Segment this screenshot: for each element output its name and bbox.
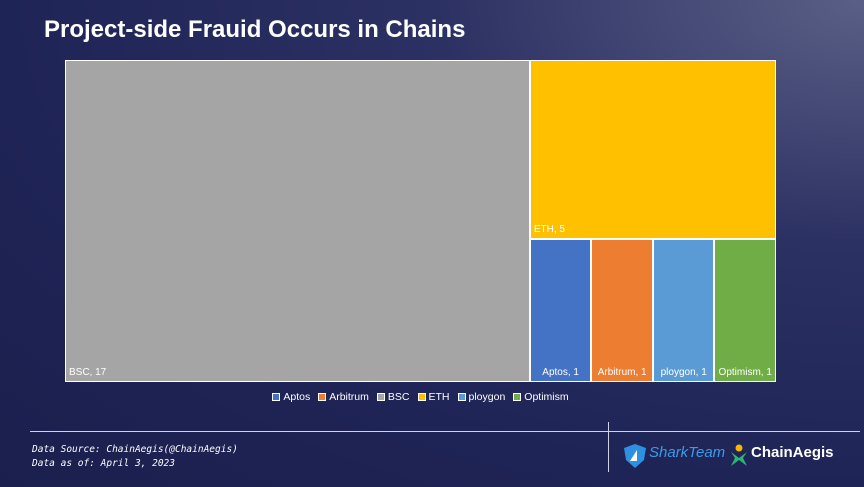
- legend-swatch: [513, 393, 522, 401]
- data-label: Optimism, 1: [718, 366, 772, 378]
- data-label: BSC, 17: [69, 367, 107, 378]
- tile: Arbitrum, 1: [591, 238, 653, 382]
- tile: Optimism, 1: [714, 238, 776, 382]
- sharkteam-icon: [624, 444, 646, 468]
- legend-item: Optimism: [513, 391, 569, 403]
- treemap: BSC, 17 ETH, 5 Aptos, 1 Arbitrum, 1 ploygon,…: [65, 60, 776, 382]
- tile: Aptos, 1: [529, 238, 592, 382]
- source-note: Data Source: ChainAegis(@ChainAegis): [32, 444, 238, 455]
- legend-label: ETH: [428, 391, 450, 403]
- legend-item: Aptos: [272, 391, 310, 403]
- legend-label: Optimism: [524, 391, 569, 403]
- tile: BSC, 17: [65, 60, 530, 382]
- chainaegis-icon: [731, 444, 747, 466]
- legend-label: BSC: [387, 391, 410, 403]
- tile: ploygon, 1: [652, 238, 715, 382]
- sharkteam-logo: SharkTeam: [649, 444, 726, 461]
- divider: [608, 422, 609, 472]
- divider: [30, 431, 860, 432]
- legend-item: ETH: [417, 391, 450, 403]
- legend-item: Arbitrum: [318, 391, 369, 403]
- data-label: ETH, 5: [533, 223, 565, 235]
- legend-item: ploygon: [457, 391, 506, 403]
- data-label: ploygon, 1: [660, 366, 707, 378]
- tile: ETH, 5: [529, 60, 776, 239]
- data-label: Arbitrum, 1: [597, 366, 647, 378]
- legend-label: ploygon: [468, 391, 506, 403]
- legend: Aptos Arbitrum BSC ETH ploygon Optimism: [65, 391, 776, 403]
- legend-label: Aptos: [283, 391, 311, 403]
- legend-item: BSC: [376, 391, 410, 403]
- date-note: Data as of: April 3, 2023: [32, 458, 175, 469]
- legend-swatch: [417, 393, 426, 401]
- legend-swatch: [318, 393, 327, 401]
- legend-swatch: [457, 393, 466, 401]
- chainaegis-logo: ChainAegis: [751, 444, 834, 461]
- chart-title: Project-side Frauid Occurs in Chains: [44, 16, 466, 43]
- data-label: Aptos, 1: [542, 366, 579, 378]
- legend-swatch: [376, 393, 385, 401]
- legend-swatch: [272, 393, 281, 401]
- legend-label: Arbitrum: [329, 391, 369, 403]
